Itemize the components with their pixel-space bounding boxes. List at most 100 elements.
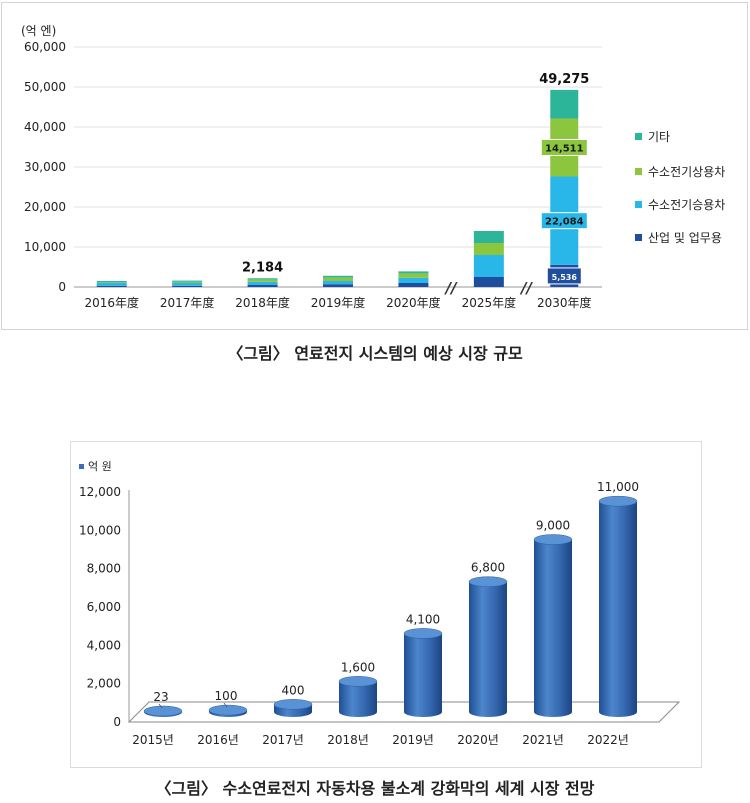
- x-tick-label: 2016年度: [84, 295, 139, 310]
- data-label: 11,000: [597, 480, 639, 494]
- y-tick-label: 2,000: [87, 677, 121, 691]
- data-label-leader: [223, 702, 228, 708]
- segment-label-box: [540, 212, 588, 230]
- bar-segment: [172, 281, 203, 283]
- bar-segment: [247, 278, 278, 280]
- x-tick-label: 2020년: [457, 733, 499, 747]
- cylinder-body: [469, 581, 507, 717]
- bar-segment: [398, 271, 429, 274]
- cylinder-bar: [338, 676, 378, 717]
- y-axis-unit-label: (억 엔): [21, 24, 56, 38]
- bar-segment: [473, 243, 504, 255]
- x-tick-label: 2022년: [587, 733, 629, 747]
- cylinder-bar: [403, 628, 443, 717]
- axis-break-mark: //: [444, 279, 458, 297]
- cylinder-body: [404, 633, 442, 717]
- y-tick-label: 12,000: [79, 485, 121, 499]
- market-size-chart-panel: (억 엔) 60,000 50,000 40,000 30,000 20,000 10,00…: [1, 2, 748, 330]
- data-label: 6,800: [471, 561, 505, 575]
- cylinder-bar: [208, 704, 248, 717]
- y-tick-label: 6,000: [87, 600, 121, 614]
- bar-segment: [323, 284, 353, 287]
- x-tick-label: 2017年度: [160, 295, 215, 310]
- y-tick-label: 0: [58, 280, 66, 294]
- market-size-chart: (억 엔) 60,000 50,000 40,000 30,000 20,000 10,00…: [21, 24, 602, 310]
- bar-segment: [172, 280, 203, 282]
- legend-swatch-industrial: [635, 234, 642, 241]
- y-tick-label: 0: [113, 715, 121, 729]
- bar-segment: [172, 283, 203, 286]
- floor-plane: [127, 701, 681, 723]
- segment-label-box: [540, 138, 588, 156]
- bar-segment: [323, 281, 353, 285]
- cylinder-top: [598, 495, 638, 507]
- bar-segment: [96, 285, 127, 287]
- bar-segment: [247, 279, 278, 282]
- cylinder-body: [534, 539, 572, 717]
- data-label: 100: [215, 689, 238, 703]
- figure-caption-1: 〈그림〉 연료전지 시스템의 예상 시장 규모: [227, 344, 523, 363]
- cylinder-bar: [143, 705, 183, 717]
- y-tick-label: 20,000: [24, 200, 66, 214]
- bar-segment: [398, 277, 429, 283]
- y-tick-label: 50,000: [24, 80, 66, 94]
- legend-label-industrial: 산업 및 업무용: [648, 231, 722, 245]
- data-label: 400: [282, 683, 305, 697]
- bar-segment: [96, 282, 127, 283]
- bar-segment: [247, 285, 278, 287]
- legend-label-commercial-car: 수소전기상용차: [648, 165, 726, 179]
- cylinder-bar: [598, 495, 638, 717]
- x-tick-label: 2016년: [197, 733, 239, 747]
- total-data-label: 2,184: [242, 260, 283, 275]
- legend-item-commercial-car: 수소전기상용차: [635, 163, 725, 180]
- y-tick-label: 10,000: [24, 240, 66, 254]
- legend-swatch-other: [635, 133, 642, 140]
- legend-label: 억 원: [88, 460, 112, 473]
- bar-segment: [398, 283, 429, 287]
- x-tick-label: 2025年度: [462, 295, 517, 310]
- x-tick-label: 2019年度: [311, 295, 366, 310]
- segment-data-label: 22,084: [545, 217, 584, 228]
- bar-segment: [172, 285, 203, 287]
- data-label: 9,000: [536, 519, 570, 533]
- legend-item-industrial: 산업 및 업무용: [635, 229, 722, 246]
- y-tick-label: 4,000: [87, 638, 121, 652]
- bar-segment: [323, 277, 353, 281]
- data-label: 4,100: [406, 612, 440, 626]
- y-tick-label: 40,000: [24, 120, 66, 134]
- cylinder-bar: [533, 534, 573, 717]
- legend-item-other: 기타: [635, 128, 670, 145]
- cylinder-top: [468, 576, 508, 587]
- y-tick-label: 8,000: [87, 562, 121, 576]
- cylinder-bar: [273, 699, 313, 717]
- bar-segment: [473, 277, 504, 287]
- legend-swatch-passenger-car: [635, 201, 642, 208]
- x-tick-label: 2018年度: [235, 295, 290, 310]
- bar-segment: [473, 255, 504, 277]
- legend-item-passenger-car: 수소전기승용차: [635, 196, 725, 213]
- y-tick-label: 10,000: [79, 523, 121, 537]
- data-label-leader: [158, 703, 163, 709]
- x-tick-label: 2021년: [522, 733, 564, 747]
- cylinder-bar: [468, 576, 508, 717]
- cylinder-top: [338, 676, 378, 687]
- cylinder-top: [403, 628, 443, 639]
- legend-swatch: [79, 464, 84, 469]
- figure-caption-2: 〈그림〉 수소연료전지 자동차용 불소계 강화막의 세계 시장 전망: [155, 779, 595, 798]
- cylinder-top: [273, 699, 313, 710]
- x-tick-label: 2019년: [392, 733, 434, 747]
- bar-segment: [96, 281, 127, 283]
- total-data-label: 49,275: [539, 72, 589, 87]
- legend-label-other: 기타: [648, 130, 671, 144]
- cylinder-body: [339, 681, 377, 717]
- bar-segment: [247, 281, 278, 285]
- segment-data-label: 5,536: [552, 273, 578, 282]
- segment-data-label: 14,511: [545, 143, 584, 154]
- bar-segment: [323, 275, 353, 278]
- membrane-market-chart: 억 원 12,000 10,000 8,000 6,000 4,000 2,000 0 23 20…: [79, 460, 681, 747]
- bar-segment: [96, 283, 127, 286]
- data-label: 1,600: [341, 660, 375, 674]
- x-tick-label: 2030年度: [537, 295, 592, 310]
- cylinder-top: [533, 534, 573, 545]
- membrane-market-chart-panel: 억 원 12,000 10,000 8,000 6,000 4,000 2,000 0 23 20…: [70, 441, 702, 768]
